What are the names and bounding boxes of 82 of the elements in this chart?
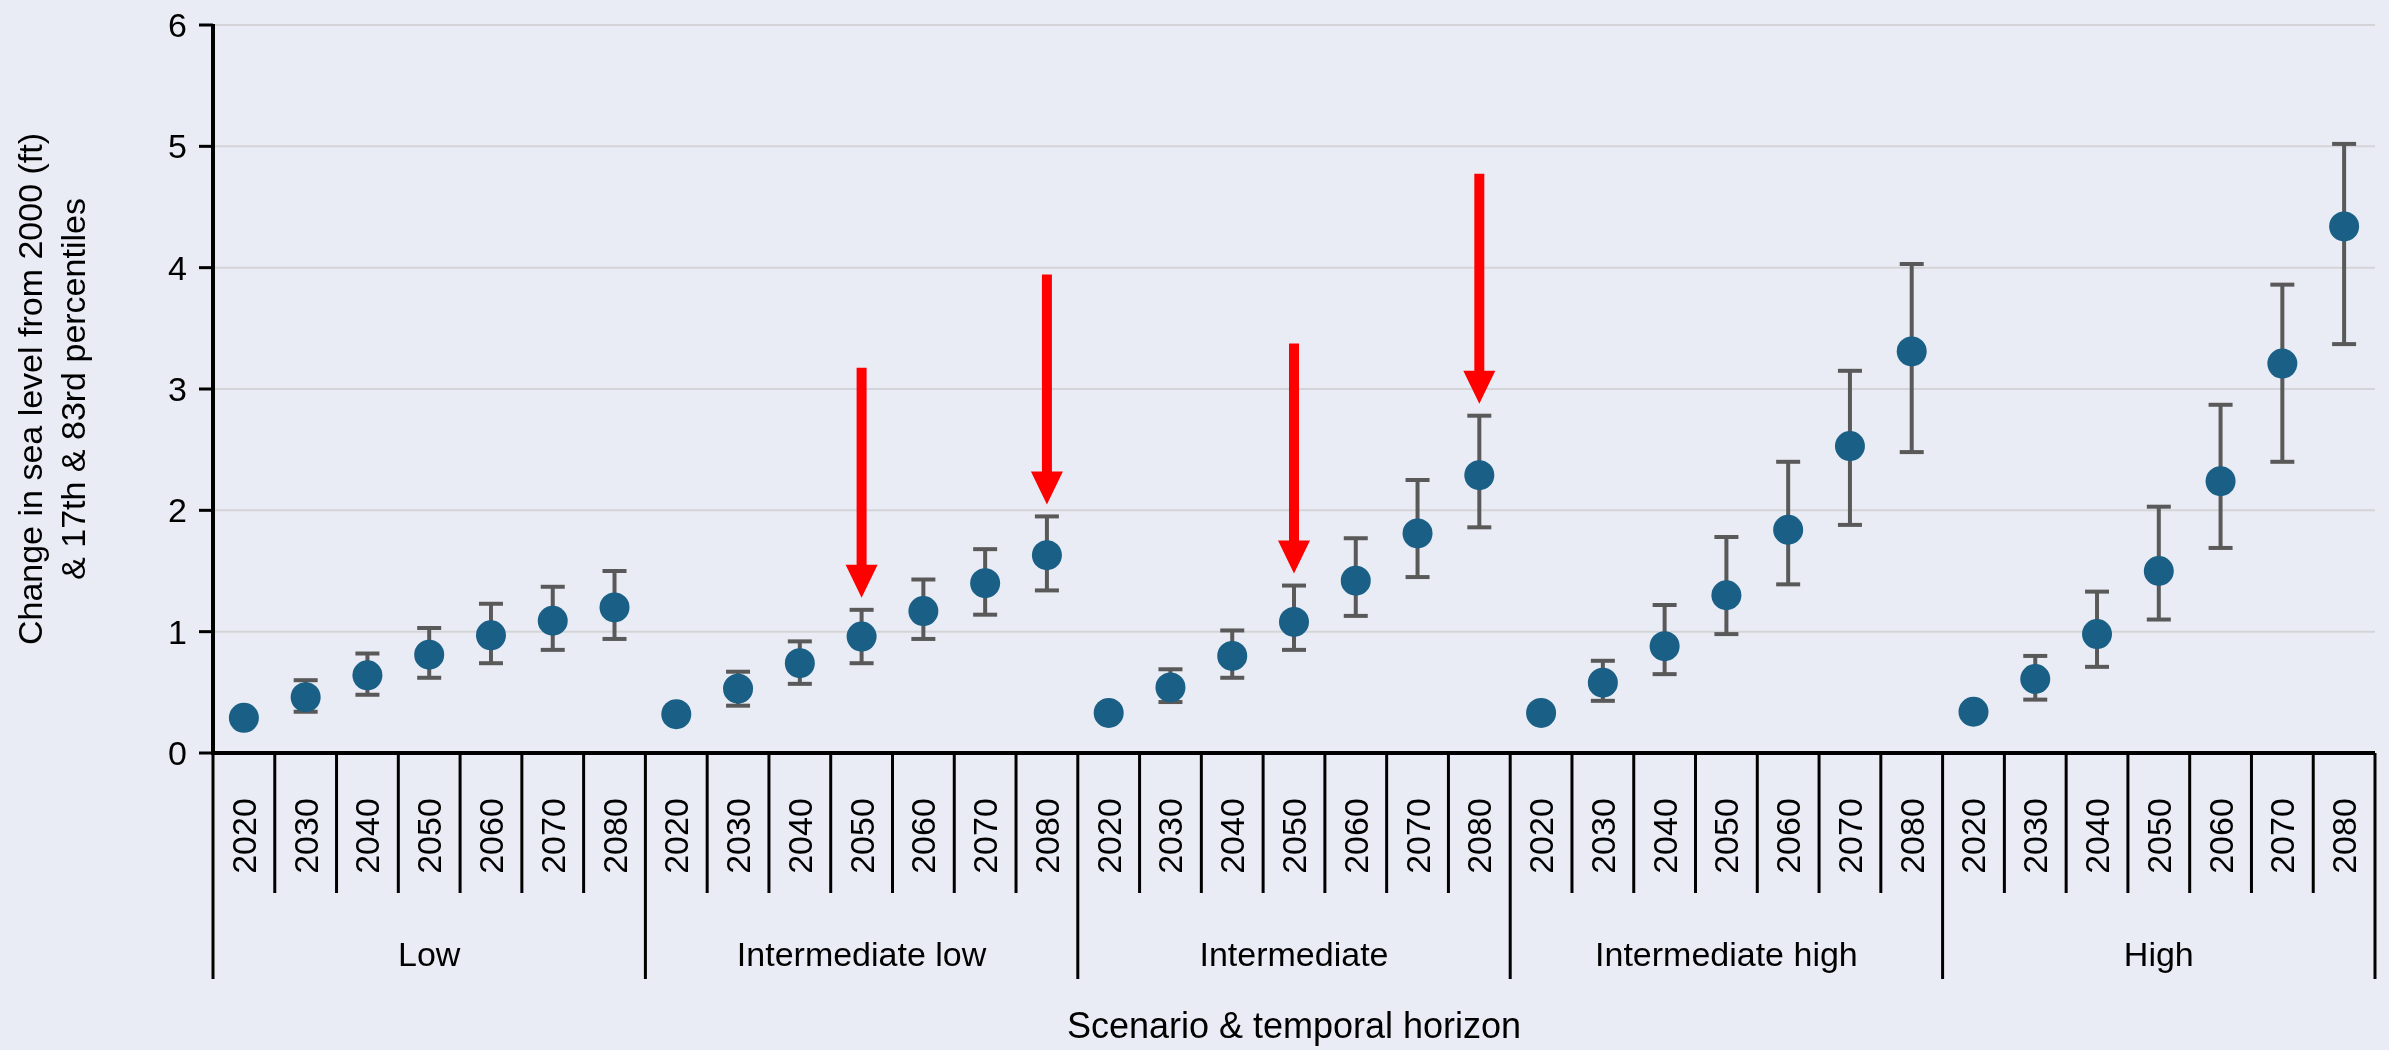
point — [1711, 580, 1742, 611]
point — [1526, 697, 1557, 728]
text: Intermediate high — [1595, 935, 1858, 973]
x-tick-label: 2030 — [2016, 798, 2055, 874]
y-axis-title: Change in sea level from 2000 (ft) & 17th & 83rd percentiles — [11, 132, 92, 646]
x-tick-label: 2020 — [1954, 798, 1993, 874]
x-tick-label: 2040 — [780, 798, 819, 874]
point — [661, 699, 692, 730]
x-tick-label: 2070 — [533, 798, 572, 874]
point — [1217, 640, 1248, 671]
x-tick-label: 2070 — [1830, 798, 1869, 874]
point — [599, 592, 630, 623]
x-tick-label: 2060 — [1336, 798, 1375, 874]
point — [2267, 348, 2298, 379]
point — [352, 660, 383, 691]
x-tick-label: 2050 — [1275, 798, 1313, 874]
x-tick-label: 2060 — [1769, 798, 1808, 874]
point — [1587, 667, 1618, 698]
x-tick-label: 2070 — [1398, 798, 1437, 874]
x-tick-label: 2030 — [286, 798, 325, 874]
x-tick-label: 2080 — [1027, 798, 1066, 874]
point — [1958, 696, 1989, 727]
point — [2205, 466, 2236, 497]
x-tick-label: 2070 — [2263, 798, 2302, 874]
x-tick-label: 2050 — [2139, 798, 2178, 874]
point — [2143, 556, 2174, 586]
point — [1773, 514, 1804, 545]
x-tick-label: 2040 — [1645, 798, 1684, 874]
x-tick-label: 2050 — [842, 798, 881, 874]
point — [1649, 631, 1680, 662]
x-tick-label: 2060 — [2201, 798, 2240, 874]
x-tick-label: 2020 — [224, 798, 263, 874]
x-tick-label: 2040 — [2078, 798, 2117, 874]
point — [1402, 518, 1433, 549]
x-tick-label: 2080 — [1892, 798, 1931, 874]
point — [908, 596, 939, 627]
x-tick-label: 2020 — [1522, 798, 1561, 874]
point — [2082, 619, 2113, 650]
y-tick-label: 4 — [168, 248, 187, 287]
y-tick-label: 0 — [168, 733, 187, 772]
x-tick-label: 2040 — [348, 798, 387, 874]
point — [1464, 460, 1495, 491]
y-tick-label: 3 — [168, 369, 187, 408]
point — [2329, 211, 2360, 242]
x-tick-label: 2050 — [1707, 798, 1746, 874]
x-tick-label: 2050 — [410, 798, 449, 874]
text: High — [2123, 935, 2194, 973]
point — [784, 648, 815, 679]
x-tick-label: 2070 — [966, 798, 1005, 874]
x-axis-title: Scenario & temporal horizon — [1066, 1005, 1522, 1046]
y-tick-label: 5 — [168, 127, 187, 166]
point — [970, 568, 1001, 599]
x-tick-label: 2030 — [1583, 798, 1622, 874]
x-tick-label: 2080 — [1460, 798, 1499, 874]
y-tick-label: 6 — [168, 5, 187, 44]
x-tick-label: 2080 — [595, 798, 634, 874]
x-tick-label: 2060 — [904, 798, 943, 874]
y-tick-label: 2 — [168, 491, 187, 530]
point — [846, 621, 877, 652]
point — [1279, 606, 1309, 637]
text: Intermediate low — [736, 935, 987, 973]
point — [228, 702, 259, 733]
x-tick-label: 2020 — [657, 798, 696, 874]
text: Low — [398, 935, 461, 973]
x-tick-label: 2040 — [1213, 798, 1252, 874]
point — [1093, 697, 1124, 728]
point — [1340, 565, 1371, 596]
point — [1031, 540, 1062, 571]
x-tick-label: 2030 — [1151, 798, 1190, 874]
point — [2020, 663, 2051, 694]
point — [1834, 431, 1865, 462]
x-tick-label: 2020 — [1089, 798, 1128, 874]
point — [414, 639, 445, 670]
x-tick-label: 2030 — [719, 798, 758, 874]
point — [1896, 336, 1927, 367]
x-tick-label: 2060 — [471, 798, 510, 874]
point — [537, 605, 568, 636]
point — [475, 620, 506, 651]
point — [1155, 672, 1186, 703]
text: Intermediate — [1199, 935, 1389, 973]
x-tick-label: 2080 — [2325, 798, 2364, 874]
y-tick-label: 1 — [168, 612, 187, 651]
